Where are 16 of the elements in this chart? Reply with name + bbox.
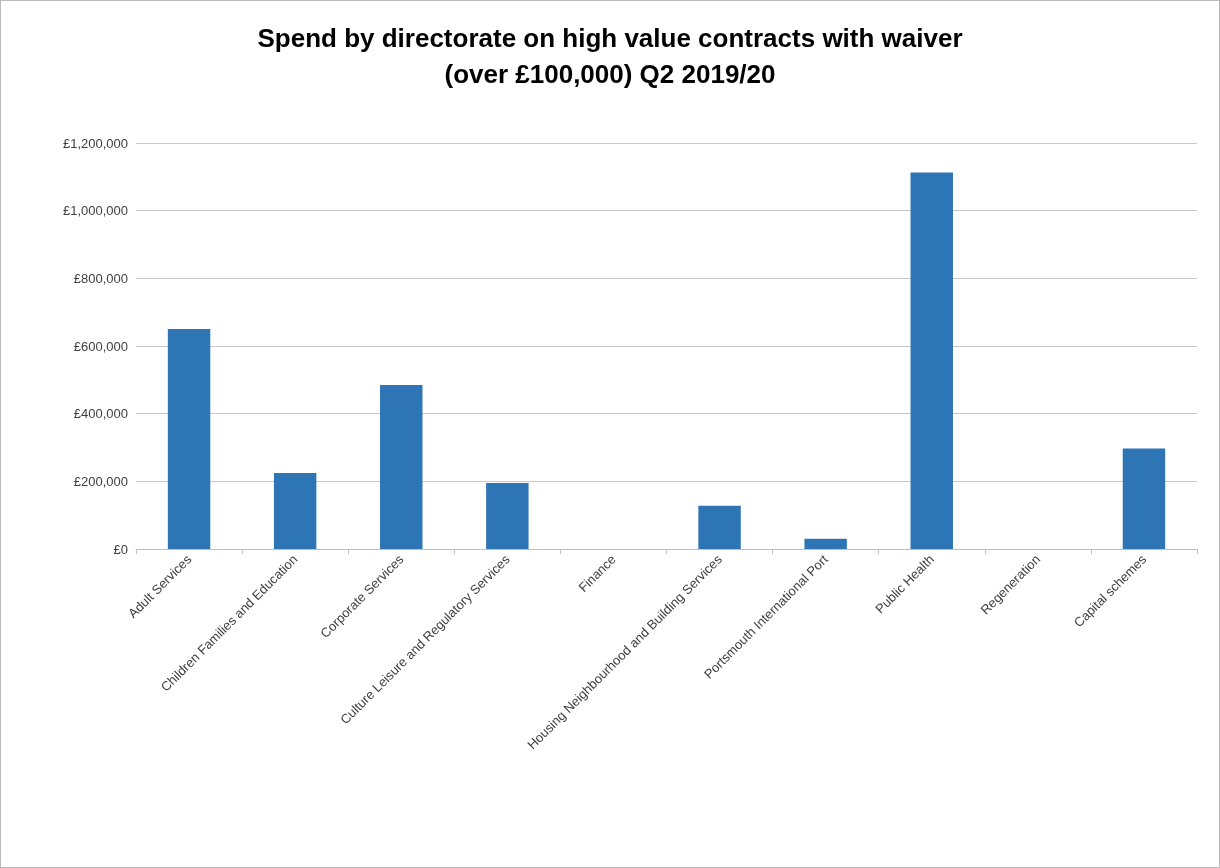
y-tick-label: £0 xyxy=(113,541,128,557)
y-tick-label: £200,000 xyxy=(73,473,128,489)
bar xyxy=(380,384,423,549)
bar xyxy=(167,329,211,549)
y-tick-label: £600,000 xyxy=(73,338,128,354)
bar xyxy=(273,472,317,549)
y-tick-label: £800,000 xyxy=(73,270,128,286)
bar xyxy=(1122,448,1166,549)
bar xyxy=(486,483,529,549)
bar xyxy=(698,505,741,549)
bar xyxy=(910,172,953,549)
chart-title: Spend by directorate on high value contracts with waiver (over £100,000) Q2 2019/20 xyxy=(257,23,963,89)
y-tick-label: £1,200,000 xyxy=(62,135,128,151)
y-tick-label: £1,000,000 xyxy=(62,203,128,219)
y-tick-label: £400,000 xyxy=(73,406,128,422)
bar xyxy=(804,538,847,549)
